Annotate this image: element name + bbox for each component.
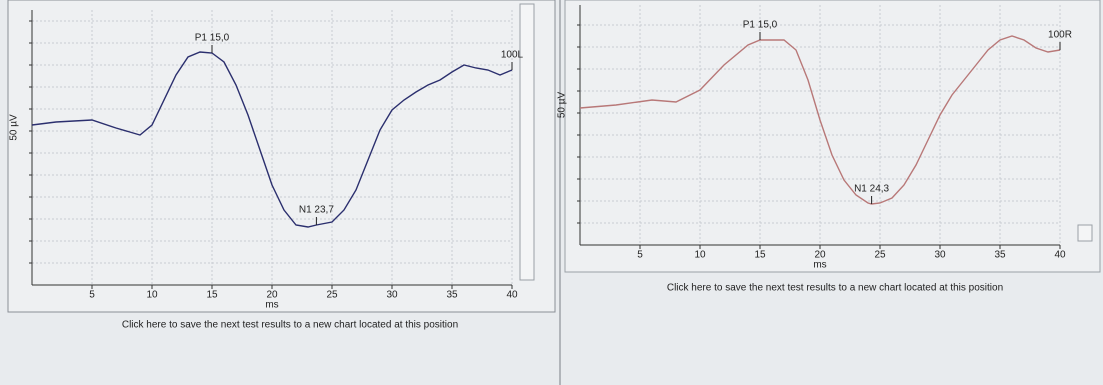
x-tick-label: 25 xyxy=(874,250,886,261)
x-axis-label: ms xyxy=(813,260,826,271)
x-tick-label: 25 xyxy=(326,290,338,301)
scroll-button[interactable] xyxy=(1078,225,1092,241)
x-tick-label: 10 xyxy=(146,290,158,301)
screen: 510152025303540ms50 µVP1 15,0N1 23,7100L… xyxy=(0,0,1103,385)
page: 510152025303540ms50 µVP1 15,0N1 23,7100L… xyxy=(0,0,1103,385)
x-tick-label: 30 xyxy=(386,290,398,301)
annotation: N1 23,7 xyxy=(299,205,334,216)
x-tick-label: 5 xyxy=(89,290,95,301)
annotation: 100L xyxy=(501,50,524,61)
scrollbar[interactable] xyxy=(520,4,534,280)
x-tick-label: 15 xyxy=(754,250,766,261)
save-chart-link[interactable]: Click here to save the next test results… xyxy=(122,320,458,331)
x-tick-label: 5 xyxy=(637,250,643,261)
x-tick-label: 15 xyxy=(206,290,218,301)
x-tick-label: 35 xyxy=(994,250,1006,261)
x-tick-label: 35 xyxy=(446,290,458,301)
left-panel[interactable] xyxy=(8,0,555,312)
x-tick-label: 10 xyxy=(694,250,706,261)
y-axis-label: 50 µV xyxy=(9,114,20,141)
y-axis-label: 50 µV xyxy=(557,92,568,119)
x-tick-label: 40 xyxy=(506,290,518,301)
annotation: N1 24,3 xyxy=(854,184,889,195)
save-chart-link[interactable]: Click here to save the next test results… xyxy=(667,283,1003,294)
annotation: P1 15,0 xyxy=(195,33,230,44)
right-panel[interactable] xyxy=(565,0,1100,272)
x-axis-label: ms xyxy=(265,300,278,311)
annotation: P1 15,0 xyxy=(743,20,778,31)
x-tick-label: 30 xyxy=(934,250,946,261)
x-tick-label: 40 xyxy=(1054,250,1066,261)
annotation: 100R xyxy=(1048,30,1072,41)
